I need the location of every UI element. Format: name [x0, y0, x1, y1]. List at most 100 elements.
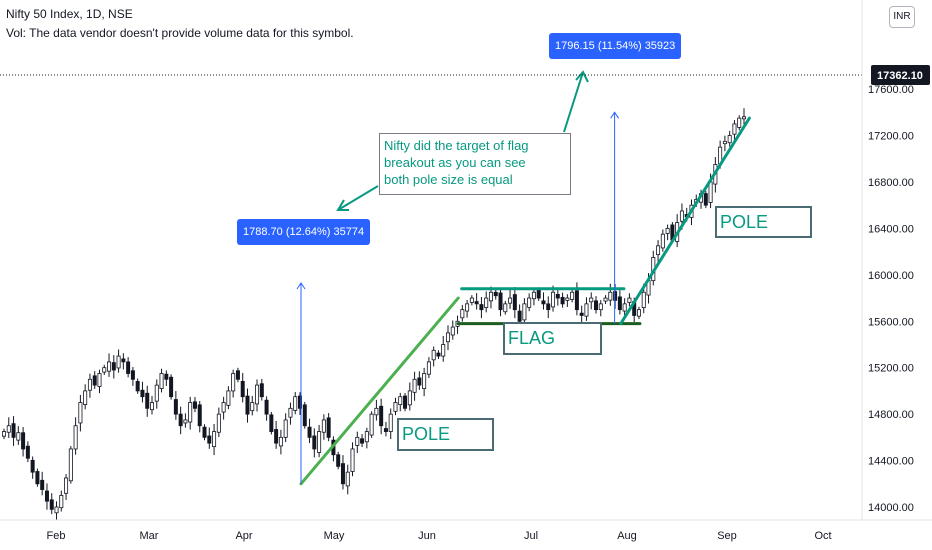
callout-arrow-left[interactable] — [336, 185, 379, 211]
candle — [149, 395, 154, 415]
candle — [732, 120, 737, 141]
candle — [479, 297, 484, 319]
candle — [665, 224, 670, 241]
candle — [584, 297, 589, 321]
candle — [126, 357, 131, 378]
candle — [212, 424, 217, 456]
candle — [188, 396, 193, 430]
candle — [221, 396, 226, 420]
candle — [722, 135, 727, 152]
time-tick: Mar — [140, 530, 159, 542]
candle — [278, 429, 283, 455]
candle — [231, 369, 236, 398]
pole-2-line[interactable] — [619, 116, 751, 326]
price-tick: 16400.00 — [868, 223, 914, 235]
candle — [579, 305, 584, 324]
candle — [293, 391, 298, 415]
candle — [660, 229, 665, 252]
candle — [240, 372, 245, 403]
candle — [264, 396, 269, 421]
volume-note: Vol: The data vendor doesn't provide vol… — [6, 26, 354, 40]
candle — [484, 291, 489, 313]
time-tick: Jun — [418, 530, 436, 542]
candle — [250, 395, 255, 416]
candle — [245, 388, 250, 423]
measure-arrow-2[interactable] — [610, 111, 620, 324]
candle — [68, 446, 73, 484]
candle — [169, 374, 174, 400]
candle — [589, 292, 594, 310]
price-tick: 14400.00 — [868, 456, 914, 468]
candle — [360, 433, 365, 447]
candle — [317, 424, 322, 458]
candle — [594, 296, 599, 314]
candle — [465, 300, 470, 318]
candle — [608, 283, 613, 306]
candle — [474, 293, 479, 310]
candle — [16, 426, 21, 445]
candle — [426, 357, 431, 379]
time-tick: Feb — [47, 530, 66, 542]
candle — [541, 292, 546, 310]
candle — [102, 364, 107, 376]
candle — [307, 418, 312, 444]
candle — [546, 296, 551, 319]
candle — [288, 402, 293, 425]
candle — [345, 464, 350, 495]
candle — [369, 411, 374, 438]
candle — [2, 428, 7, 440]
candle — [321, 414, 326, 440]
candle — [560, 292, 565, 308]
pole-1-label[interactable]: POLE — [397, 418, 494, 451]
candle — [355, 431, 360, 454]
candle — [183, 413, 188, 428]
flag-label[interactable]: FLAG — [503, 322, 602, 355]
candle — [44, 483, 49, 510]
candle — [21, 427, 26, 457]
currency-button[interactable]: INR — [889, 6, 915, 28]
candle — [636, 306, 641, 320]
candle — [78, 394, 83, 432]
candle — [312, 428, 317, 458]
candle — [503, 300, 508, 315]
time-axis: Feb Mar Apr May Jun Jul Aug Sep Oct — [47, 530, 832, 542]
price-tick: 14000.00 — [868, 502, 914, 514]
candle — [326, 413, 331, 442]
candle — [111, 355, 116, 379]
candle — [154, 379, 159, 409]
candle — [87, 373, 92, 398]
candle — [107, 353, 112, 377]
callout-arrow-up[interactable] — [563, 70, 589, 133]
candle — [422, 367, 427, 397]
measure-arrow-1[interactable] — [296, 282, 306, 484]
pole-1-line[interactable] — [299, 296, 460, 486]
annotation-note[interactable]: Nifty did the target of flag breakout as… — [379, 133, 571, 195]
candle — [656, 240, 661, 263]
measure-label-1[interactable]: 1788.70 (12.64%) 35774 — [237, 219, 371, 245]
candle — [197, 401, 202, 433]
candle — [417, 371, 422, 390]
candle — [450, 320, 455, 340]
candle — [703, 190, 708, 209]
measure-label-2[interactable]: 1796.15 (11.54%) 35923 — [549, 33, 682, 59]
candle — [297, 392, 302, 415]
candle — [6, 417, 11, 438]
candle — [431, 346, 436, 367]
price-tick: 17600.00 — [868, 84, 914, 96]
candle — [555, 288, 560, 306]
price-tick: 14800.00 — [868, 409, 914, 421]
candle — [64, 474, 69, 500]
candle — [116, 349, 121, 373]
candle — [350, 442, 355, 477]
candle — [445, 325, 450, 351]
candle — [92, 371, 97, 389]
candle — [192, 397, 197, 413]
candle — [508, 289, 513, 309]
candle — [302, 401, 307, 429]
pole-2-label[interactable]: POLE — [715, 206, 812, 238]
candle — [531, 288, 536, 306]
candle — [178, 406, 183, 435]
candle — [379, 398, 384, 435]
candle — [121, 353, 126, 370]
